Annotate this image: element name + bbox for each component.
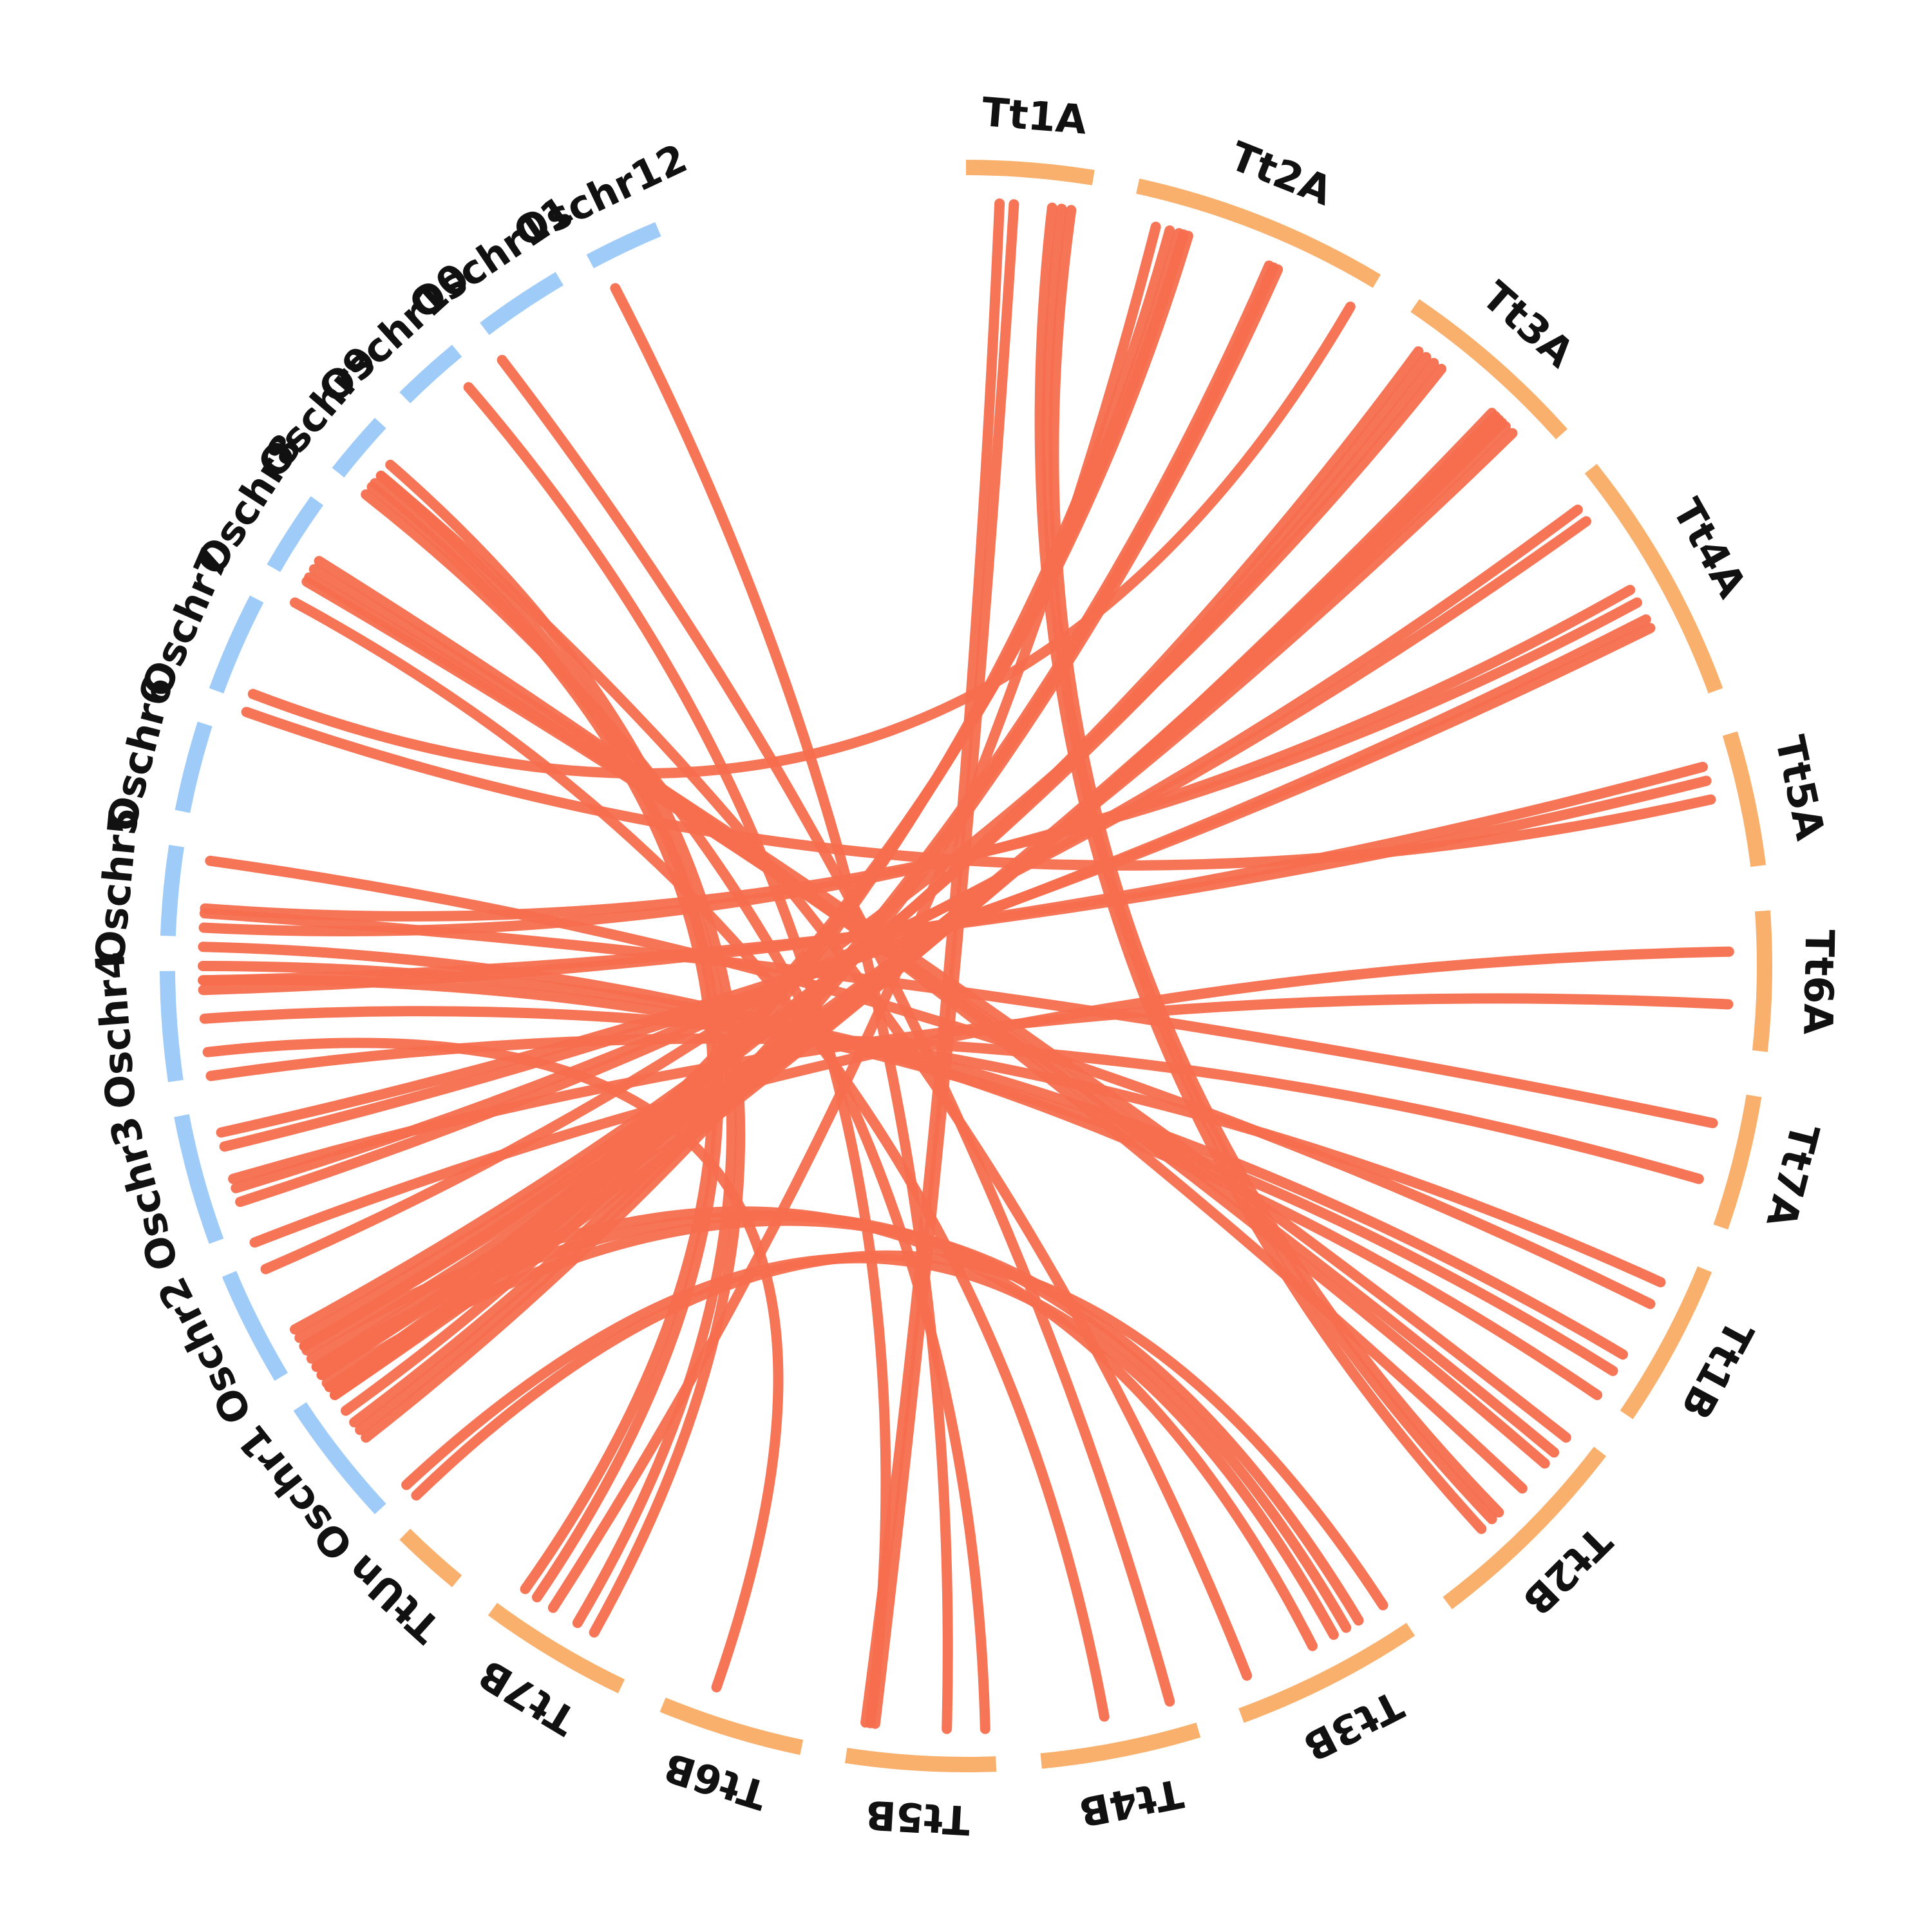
chromosome-arc-tt7a bbox=[1713, 1094, 1762, 1230]
chromosome-label-tt7a: Tt7A bbox=[1757, 1119, 1828, 1232]
chromosome-arc-oschr4 bbox=[160, 971, 184, 1083]
synteny-link bbox=[411, 1250, 1388, 1611]
chromosome-arc-tt4b bbox=[1040, 1722, 1201, 1769]
chromosome-arc-oschr6 bbox=[175, 721, 213, 813]
synteny-link bbox=[385, 459, 746, 1638]
chromosome-arc-oschr8 bbox=[267, 496, 324, 573]
chromosome-ideograms bbox=[160, 160, 1772, 1772]
synteny-link bbox=[205, 855, 1656, 1309]
chromosome-arc-ttun bbox=[399, 1528, 462, 1587]
chromosome-label-tt4b: Tt4B bbox=[1075, 1770, 1187, 1836]
synteny-link bbox=[497, 355, 1175, 1707]
chromosome-arc-oschr9 bbox=[332, 417, 386, 478]
chromosome-label-tt6a: Tt6A bbox=[1794, 929, 1843, 1035]
synteny-link bbox=[241, 706, 1716, 871]
chromosome-label-oschr12: Oschr12 bbox=[507, 135, 694, 256]
synteny-link bbox=[1048, 205, 1504, 1518]
chromosome-arc-oschr11 bbox=[480, 272, 564, 336]
chromosome-arc-tt3b bbox=[1238, 1622, 1416, 1723]
chromosome-arc-oschr1 bbox=[293, 1402, 386, 1515]
synteny-link bbox=[375, 470, 724, 1603]
chromosome-label-oschr4: Oschr4 bbox=[86, 950, 145, 1110]
synteny-link bbox=[198, 961, 1628, 1360]
synteny-link bbox=[290, 357, 1439, 1335]
chromosome-label-tt2a: Tt2A bbox=[1224, 132, 1339, 214]
synteny-link bbox=[308, 564, 1571, 1443]
synteny-link bbox=[247, 301, 1356, 779]
chromosome-arc-tt4a bbox=[1584, 464, 1723, 694]
chromosome-label-tt1a: Tt1A bbox=[980, 88, 1088, 144]
synteny-link bbox=[366, 482, 719, 1595]
chromosome-arc-oschr12 bbox=[586, 222, 661, 269]
chromosome-arc-tt2b bbox=[1443, 1446, 1607, 1609]
synteny-link bbox=[199, 1006, 1666, 1287]
chromosome-label-oschr3: Oschr3 bbox=[100, 1112, 188, 1276]
chromosome-arc-oschr2 bbox=[222, 1271, 288, 1381]
chromosome-arc-tt5b bbox=[844, 1748, 997, 1772]
chromosome-arc-tt1b bbox=[1620, 1266, 1712, 1419]
chromosome-arc-tt7b bbox=[488, 1602, 625, 1694]
synteny-link bbox=[314, 556, 1528, 1494]
synteny-links bbox=[198, 198, 1734, 1734]
chromosome-arc-oschr7 bbox=[209, 595, 264, 694]
synteny-link bbox=[610, 283, 953, 1734]
chromosome-label-tt5b: Tt5B bbox=[864, 1791, 971, 1844]
synteny-link bbox=[869, 199, 1019, 1729]
chromosome-arc-oschr10 bbox=[399, 345, 462, 404]
chromosome-arc-oschr3 bbox=[174, 1114, 224, 1244]
chromosome-arc-tt3a bbox=[1410, 299, 1567, 440]
chromosome-arc-oschr5 bbox=[160, 844, 184, 936]
chromosome-arc-tt6b bbox=[659, 1697, 804, 1756]
chromosome-label-oschr1: Oschr1 bbox=[228, 1417, 362, 1569]
synteny-link bbox=[860, 198, 1005, 1728]
chromosome-arc-tt5a bbox=[1722, 731, 1766, 867]
synteny-link bbox=[260, 363, 1446, 1274]
synteny-link bbox=[301, 1206, 1318, 1651]
chromosome-label-tt6b: Tt6B bbox=[658, 1743, 772, 1819]
chromosome-arc-tt1a bbox=[965, 160, 1095, 185]
chromosome-label-tt5a: Tt5A bbox=[1766, 732, 1833, 844]
synteny-link bbox=[463, 382, 891, 1728]
chromosome-arc-tt2a bbox=[1136, 178, 1381, 288]
chromosome-label-tt3b: Tt3B bbox=[1296, 1681, 1410, 1771]
synteny-link bbox=[1034, 202, 1487, 1534]
chromosome-arc-tt6a bbox=[1752, 910, 1772, 1052]
